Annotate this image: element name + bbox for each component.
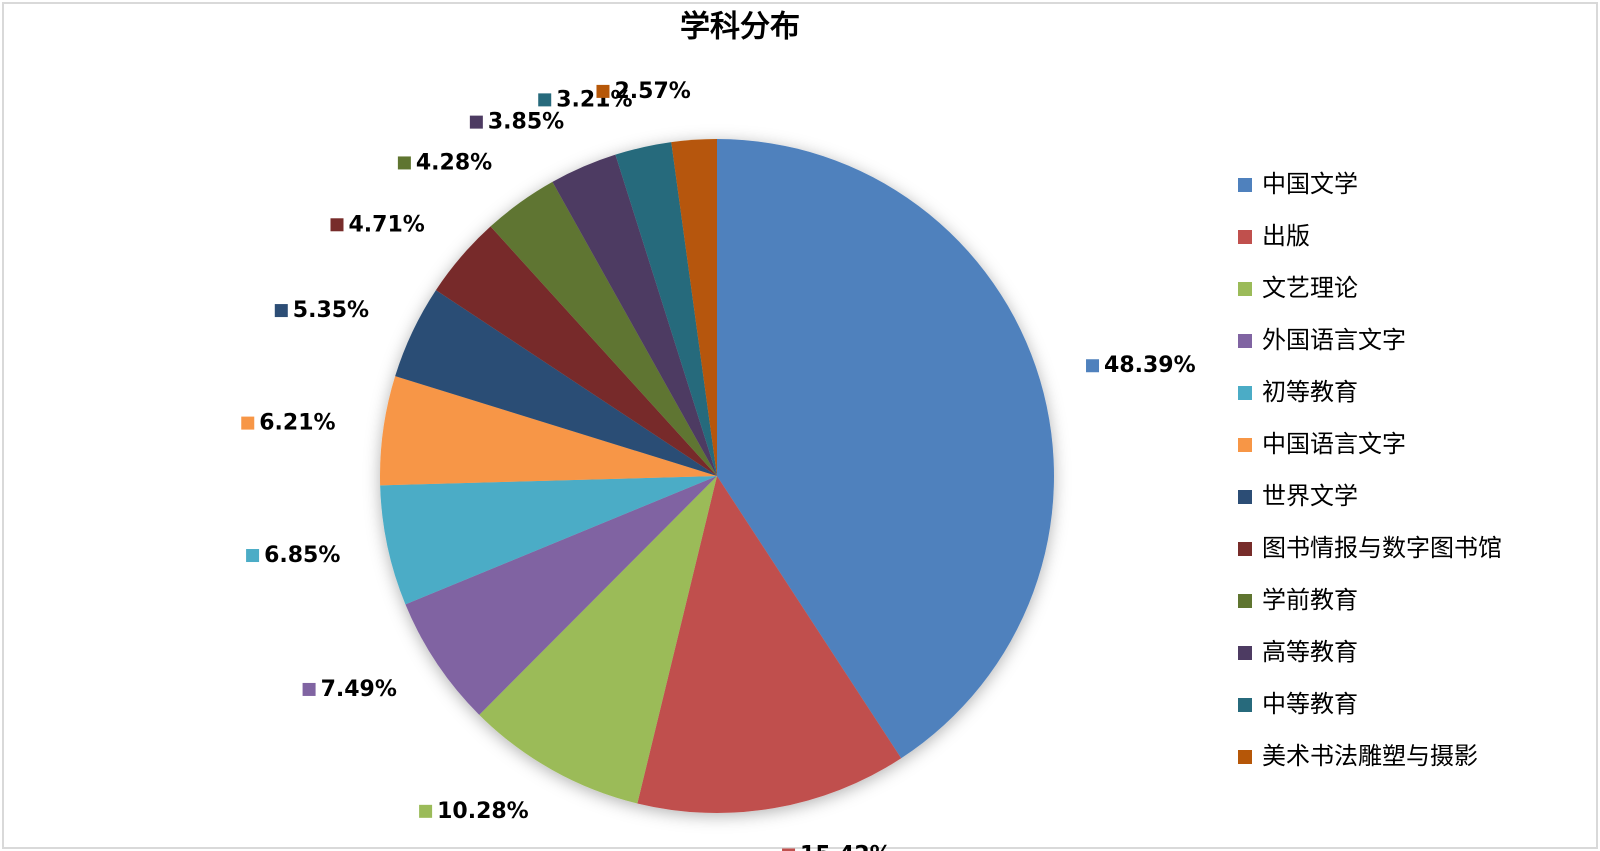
- data-label-marker: [274, 304, 288, 318]
- pie-slice: [395, 290, 717, 476]
- legend-label: 图书情报与数字图书馆: [1262, 534, 1502, 562]
- legend-label: 外国语言文字: [1262, 326, 1406, 354]
- chart-title: 学科分布: [680, 10, 800, 45]
- legend-swatch: [1238, 698, 1252, 712]
- legend-label: 中国语言文字: [1262, 430, 1406, 458]
- legend-label: 世界文学: [1262, 482, 1358, 510]
- legend-swatch: [1238, 282, 1252, 296]
- data-label-marker: [419, 804, 433, 818]
- data-label-marker: [302, 682, 316, 696]
- data-label: 6.21%: [259, 411, 335, 436]
- data-label: 5.35%: [293, 298, 369, 323]
- pie-slice: [552, 154, 717, 477]
- pie-slice: [380, 376, 717, 486]
- pie-slice: [490, 181, 717, 476]
- data-label: 15.42%: [800, 842, 892, 851]
- data-label-marker: [538, 93, 552, 107]
- data-label-marker: [469, 115, 483, 129]
- data-label: 2.57%: [614, 79, 690, 104]
- data-label-marker: [1086, 359, 1100, 373]
- pie-slice: [479, 476, 717, 804]
- data-label-marker: [241, 416, 255, 430]
- data-label-marker: [596, 84, 610, 98]
- data-label: 4.71%: [348, 212, 424, 237]
- data-label: 7.49%: [321, 677, 397, 702]
- legend-swatch: [1238, 542, 1252, 556]
- data-label-marker: [330, 218, 344, 232]
- pie: [380, 139, 1055, 813]
- data-label: 3.85%: [488, 110, 564, 135]
- legend-label: 中国文学: [1262, 170, 1358, 198]
- legend-swatch: [1238, 438, 1252, 452]
- pie-slice: [405, 476, 717, 715]
- legend-swatch: [1238, 594, 1252, 608]
- legend-label: 出版: [1262, 222, 1310, 250]
- pie-slice: [637, 476, 902, 813]
- legend-swatch: [1238, 386, 1252, 400]
- legend-label: 学前教育: [1262, 586, 1358, 614]
- legend-swatch: [1238, 750, 1252, 764]
- legend-swatch: [1238, 490, 1252, 504]
- legend-label: 高等教育: [1262, 638, 1358, 666]
- data-label: 6.85%: [264, 543, 340, 568]
- legend-label: 文艺理论: [1262, 274, 1358, 302]
- legend-label: 美术书法雕塑与摄影: [1262, 742, 1478, 770]
- legend-swatch: [1238, 646, 1252, 660]
- legend-swatch: [1238, 230, 1252, 244]
- legend-swatch: [1238, 334, 1252, 348]
- legend-swatch: [1238, 178, 1252, 192]
- pie-slice: [615, 142, 717, 476]
- data-label-marker: [246, 549, 260, 563]
- pie-slice: [380, 476, 717, 605]
- pie-slice: [435, 226, 717, 476]
- data-label-marker: [782, 848, 796, 851]
- legend-label: 初等教育: [1262, 378, 1358, 406]
- pie-slice: [717, 139, 1055, 759]
- data-label: 3.21%: [556, 87, 632, 112]
- data-label-marker: [397, 156, 411, 170]
- data-label: 48.39%: [1104, 353, 1196, 378]
- legend-label: 中等教育: [1262, 690, 1358, 718]
- data-label: 10.28%: [437, 799, 529, 824]
- data-label: 4.28%: [416, 150, 492, 175]
- pie-slice: [671, 139, 717, 476]
